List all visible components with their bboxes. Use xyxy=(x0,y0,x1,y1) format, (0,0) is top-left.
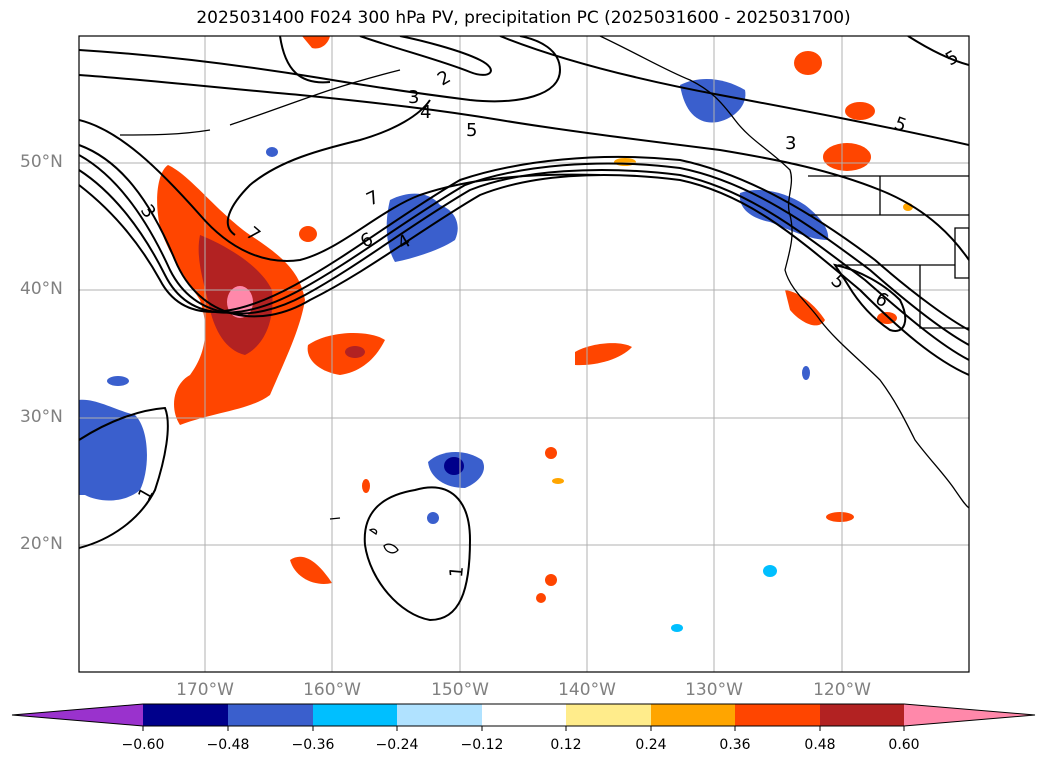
pv-contour-label: 6 xyxy=(357,229,376,253)
colorbar-segment xyxy=(820,704,904,726)
coastlines xyxy=(119,36,969,554)
longitude-label: 130°W xyxy=(685,680,743,700)
colorbar-tick-label: −0.12 xyxy=(460,737,504,753)
latitude-label: 40°N xyxy=(20,279,63,299)
longitude-label: 140°W xyxy=(558,680,616,700)
colorbar-segment xyxy=(651,704,735,726)
precip-positive-region xyxy=(785,290,825,326)
pv-contours xyxy=(79,36,969,622)
precip-negative-region xyxy=(107,376,129,386)
precip-negative-region xyxy=(266,147,278,157)
colorbar-tick-label: 0.36 xyxy=(719,737,751,753)
colorbar-tick-label: −0.48 xyxy=(206,737,250,753)
precip-negative-region xyxy=(739,190,829,240)
precip-positive-region xyxy=(794,51,822,75)
precip-positive-region xyxy=(345,346,365,358)
precip-positive-region xyxy=(575,343,632,366)
precip-positive-region xyxy=(362,479,370,493)
pv-contour-label: 1 xyxy=(446,565,468,578)
precip-positive-region xyxy=(823,143,871,171)
colorbar-segment xyxy=(313,704,397,726)
longitude-label: 160°W xyxy=(303,680,361,700)
pv-contour-label: 1 xyxy=(134,484,158,504)
latitude-label: 20°N xyxy=(20,534,63,554)
colorbar-segment xyxy=(566,704,651,726)
pv-contour-label: 5 xyxy=(942,46,962,70)
colorbar-tick-label: −0.36 xyxy=(291,737,335,753)
pv-contour-label: 2 xyxy=(434,66,454,90)
precip-positive-region xyxy=(545,447,557,459)
precip-negative-region xyxy=(79,399,147,501)
precip-positive-region xyxy=(845,102,875,120)
colorbar-segment xyxy=(228,704,313,726)
longitude-label: 120°W xyxy=(813,680,871,700)
precipitation-shading xyxy=(79,36,913,632)
precip-negative-region xyxy=(427,512,439,524)
precip-very-negative-region xyxy=(444,457,464,475)
pv-contour-label: 3 xyxy=(408,87,419,108)
latitude-label: 50°N xyxy=(20,152,63,172)
colorbar-segment xyxy=(482,704,566,726)
gridlines xyxy=(79,36,969,672)
pv-contour-label: 7 xyxy=(363,187,382,211)
colorbar-tick-label: 0.12 xyxy=(550,737,582,753)
colorbar-left-extension xyxy=(12,704,143,726)
colorbar-segment xyxy=(735,704,820,726)
precip-negative-region xyxy=(386,193,458,262)
colorbar-right-extension xyxy=(904,704,1035,726)
colorbar xyxy=(11,703,1036,731)
precip-positive-region xyxy=(826,512,854,522)
precip-weak-negative-region xyxy=(763,565,777,577)
longitude-label: 150°W xyxy=(431,680,489,700)
colorbar-tick-label: 0.24 xyxy=(635,737,667,753)
latitude-label: 30°N xyxy=(20,407,63,427)
map-title: 2025031400 F024 300 hPa PV, precipitatio… xyxy=(196,8,851,28)
pv-contour-label: 3 xyxy=(785,133,796,154)
pv-contour-label: 4 xyxy=(420,102,431,123)
colorbar-segment xyxy=(143,704,228,726)
precip-positive-region xyxy=(545,574,557,586)
precip-positive-region xyxy=(536,593,546,603)
colorbar-tick-label: 0.60 xyxy=(888,737,920,753)
pv-contour-label: 5 xyxy=(891,113,909,137)
precip-positive-region xyxy=(290,556,332,584)
colorbar-tick-label: −0.24 xyxy=(375,737,419,753)
precip-weak-positive-region xyxy=(552,478,564,484)
pv-contour-label: 5 xyxy=(466,120,477,141)
precip-negative-region xyxy=(802,366,810,380)
colorbar-tick-label: −0.60 xyxy=(121,737,165,753)
longitude-label: 170°W xyxy=(176,680,234,700)
precip-positive-region xyxy=(299,226,317,242)
map-frame xyxy=(78,35,970,673)
precip-negative-region xyxy=(680,78,746,123)
precip-positive-region xyxy=(302,36,330,49)
colorbar-tick-label: 0.48 xyxy=(804,737,836,753)
map-area: 1 1 2 3 3 3 4 4 5 5 5 5 6 6 7 7 xyxy=(79,36,969,672)
colorbar-segment xyxy=(397,704,482,726)
precip-weak-negative-region xyxy=(671,624,683,632)
